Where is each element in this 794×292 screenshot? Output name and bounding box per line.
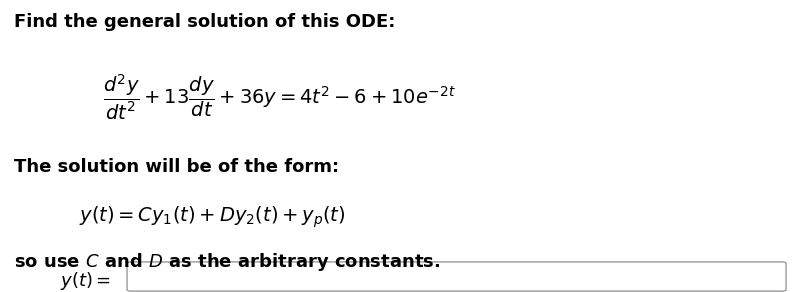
Text: The solution will be of the form:: The solution will be of the form:	[14, 158, 339, 176]
FancyBboxPatch shape	[127, 262, 786, 291]
Text: $y(t) = Cy_1(t) + Dy_2(t) + y_p(t)$: $y(t) = Cy_1(t) + Dy_2(t) + y_p(t)$	[79, 204, 346, 230]
Text: Find the general solution of this ODE:: Find the general solution of this ODE:	[14, 13, 395, 31]
Text: so use $C$ and $D$ as the arbitrary constants.: so use $C$ and $D$ as the arbitrary cons…	[14, 251, 441, 273]
Text: $\dfrac{d^2y}{dt^2} + 13\dfrac{dy}{dt} + 36y = 4t^2 - 6 + 10e^{-2t}$: $\dfrac{d^2y}{dt^2} + 13\dfrac{dy}{dt} +…	[103, 73, 456, 122]
Text: $y(t) =$: $y(t) =$	[60, 270, 111, 292]
